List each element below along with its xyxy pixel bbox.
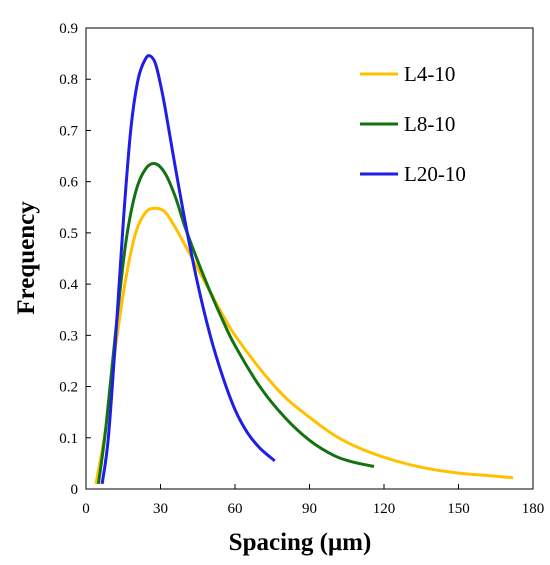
y-tick-label: 0.8: [59, 72, 78, 88]
series-line-l4-10: [94, 206, 514, 485]
y-axis-title: Frequency: [13, 201, 40, 315]
y-tick-label: 0.6: [59, 175, 78, 191]
legend-label: L4-10: [404, 62, 455, 86]
x-tick-label: 120: [373, 501, 396, 517]
plot-area: [85, 27, 534, 490]
y-tick-label: 0.5: [59, 226, 78, 242]
legend-item-l20-10: L20-10: [360, 162, 466, 186]
legend: L4-10 L8-10 L20-10: [360, 62, 466, 186]
y-tick-label: 0.4: [59, 277, 78, 293]
x-tick-label: 90: [302, 501, 317, 517]
legend-label: L8-10: [404, 112, 455, 136]
y-tick-label: 0: [71, 482, 79, 498]
x-axis-title: Spacing (μm): [229, 529, 372, 556]
y-tick-label: 0.7: [59, 123, 78, 139]
series-line-l20-10: [100, 54, 276, 485]
x-tick-label: 60: [228, 501, 243, 517]
legend-label: L20-10: [404, 162, 466, 186]
y-tick-label: 0.2: [59, 380, 78, 396]
series-lines: [94, 54, 514, 485]
y-tick-label: 0.1: [59, 431, 78, 447]
x-tick-label: 30: [153, 501, 168, 517]
x-axis-ticks: 0 30 60 90 120 150 180: [82, 484, 544, 517]
legend-item-l4-10: L4-10: [360, 62, 455, 86]
x-tick-label: 180: [522, 501, 545, 517]
x-tick-label: 0: [82, 501, 90, 517]
y-tick-label: 0.9: [59, 21, 78, 37]
y-tick-label: 0.3: [59, 328, 78, 344]
y-axis-ticks: 0 0.1 0.2 0.3 0.4 0.5 0.6 0.7 0.8 0.9: [59, 21, 91, 498]
x-tick-label: 150: [447, 501, 470, 517]
legend-item-l8-10: L8-10: [360, 112, 455, 136]
